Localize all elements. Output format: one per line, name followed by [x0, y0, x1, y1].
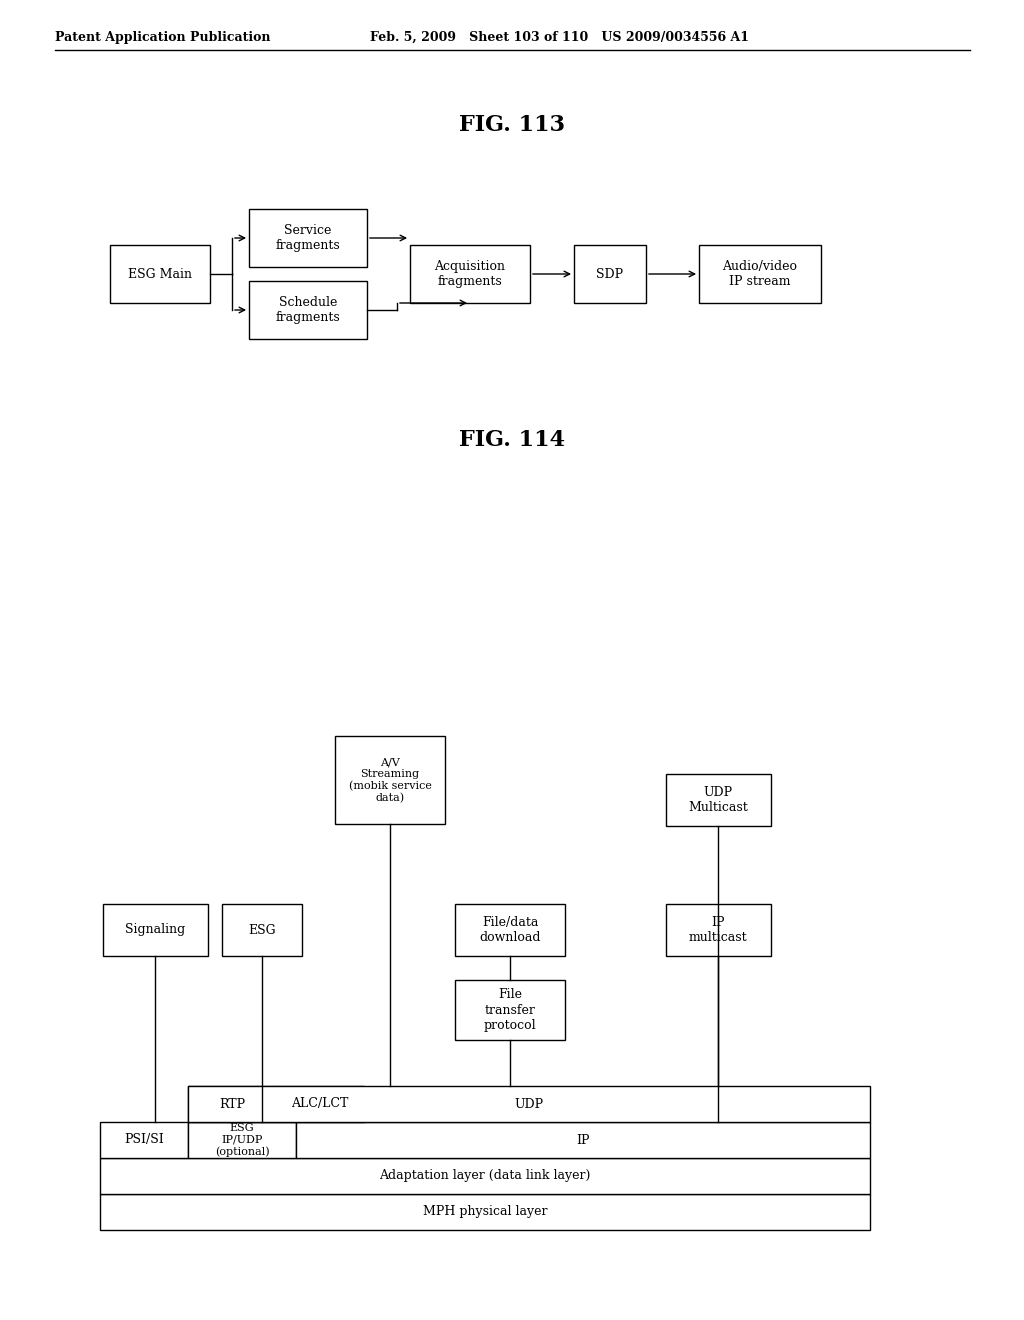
Bar — [100, 1195, 870, 1230]
Text: ESG: ESG — [248, 924, 275, 936]
Text: Acquisition
fragments: Acquisition fragments — [434, 260, 506, 288]
Text: Feb. 5, 2009   Sheet 103 of 110   US 2009/0034556 A1: Feb. 5, 2009 Sheet 103 of 110 US 2009/00… — [370, 30, 749, 44]
Bar — [335, 737, 445, 824]
Text: UDP
Multicast: UDP Multicast — [688, 785, 748, 814]
Bar — [222, 904, 302, 956]
Text: File/data
download: File/data download — [479, 916, 541, 944]
Text: Adaptation layer (data link layer): Adaptation layer (data link layer) — [379, 1170, 591, 1183]
Bar — [410, 246, 530, 304]
Text: FIG. 114: FIG. 114 — [459, 429, 565, 451]
Text: ALC/LCT: ALC/LCT — [291, 1097, 349, 1110]
Text: Audio/video
IP stream: Audio/video IP stream — [723, 260, 798, 288]
Bar — [100, 1158, 870, 1195]
Text: ESG Main: ESG Main — [128, 268, 193, 281]
Text: Signaling: Signaling — [125, 924, 185, 936]
Text: Patent Application Publication: Patent Application Publication — [55, 30, 270, 44]
Bar — [249, 209, 367, 267]
Text: MPH physical layer: MPH physical layer — [423, 1205, 547, 1218]
Text: IP
multicast: IP multicast — [689, 916, 748, 944]
Bar — [455, 979, 565, 1040]
Text: UDP: UDP — [514, 1097, 544, 1110]
Text: File
transfer
protocol: File transfer protocol — [483, 989, 537, 1031]
Bar — [574, 246, 646, 304]
Bar — [188, 1086, 276, 1122]
Text: IP: IP — [577, 1134, 590, 1147]
Bar — [666, 904, 770, 956]
Bar — [188, 1086, 870, 1122]
Bar — [276, 1086, 364, 1122]
Text: A/V
Streaming
(mobik service
data): A/V Streaming (mobik service data) — [348, 758, 431, 803]
Text: FIG. 113: FIG. 113 — [459, 114, 565, 136]
Bar — [188, 1122, 296, 1158]
Text: SDP: SDP — [596, 268, 624, 281]
Text: RTP: RTP — [219, 1097, 245, 1110]
Text: Service
fragments: Service fragments — [275, 224, 340, 252]
Bar — [110, 246, 210, 304]
Bar — [666, 774, 770, 826]
Bar — [455, 904, 565, 956]
Bar — [249, 281, 367, 339]
Text: ESG
IP/UDP
(optional): ESG IP/UDP (optional) — [215, 1123, 269, 1156]
Bar — [296, 1122, 870, 1158]
Text: Schedule
fragments: Schedule fragments — [275, 296, 340, 323]
Bar — [100, 1122, 188, 1158]
Bar — [102, 904, 208, 956]
Text: PSI/SI: PSI/SI — [124, 1134, 164, 1147]
Bar — [699, 246, 821, 304]
